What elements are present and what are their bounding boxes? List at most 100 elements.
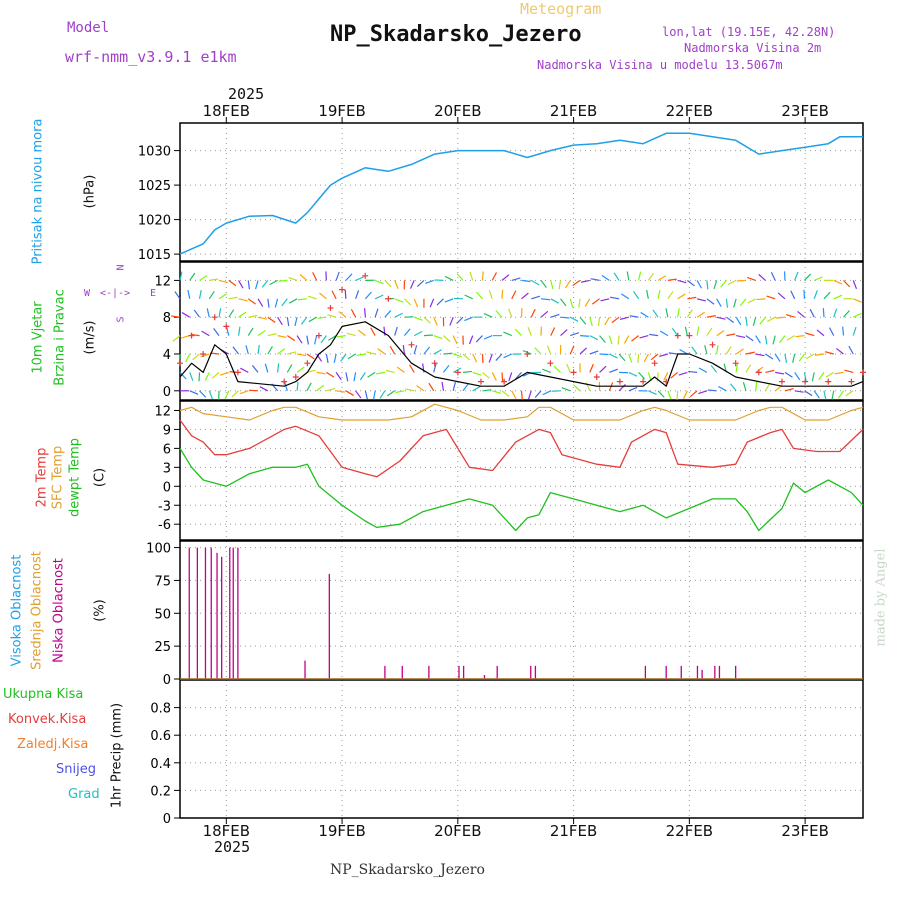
wind-barb bbox=[224, 390, 230, 400]
wind-barb bbox=[355, 290, 360, 299]
wind-barb bbox=[402, 344, 406, 355]
wind-barb bbox=[822, 308, 825, 318]
wind-barb bbox=[345, 273, 353, 281]
wind-barb bbox=[657, 289, 661, 299]
wind-barb bbox=[759, 316, 766, 325]
wind-barb bbox=[521, 292, 529, 300]
wind-barb bbox=[429, 298, 435, 308]
precip-ytick-label: 0 bbox=[163, 812, 171, 827]
wind-barb bbox=[646, 289, 649, 299]
wind-barb bbox=[206, 308, 210, 318]
wind-barb bbox=[247, 280, 250, 290]
wind-barb bbox=[671, 327, 679, 336]
wind-barb bbox=[267, 298, 270, 308]
wind-barb bbox=[325, 353, 329, 363]
wind-barb bbox=[189, 372, 194, 382]
wind-barb bbox=[626, 271, 630, 281]
wind-barb bbox=[464, 316, 473, 322]
wind-barb bbox=[677, 308, 680, 318]
wind-barb bbox=[633, 291, 640, 300]
wind-barb bbox=[483, 312, 493, 318]
wind-barb bbox=[294, 317, 298, 327]
gust-marker bbox=[640, 378, 647, 385]
wind-barb bbox=[804, 273, 812, 281]
wind-barb bbox=[491, 372, 497, 381]
wind-ytick-label: 12 bbox=[154, 274, 171, 289]
wind-barb bbox=[527, 326, 532, 336]
wind-barb bbox=[385, 369, 395, 373]
wind-barb bbox=[726, 316, 735, 323]
wind-barb bbox=[503, 331, 512, 337]
wind-barb bbox=[469, 271, 474, 281]
wind-barb bbox=[706, 315, 716, 318]
wind-barb bbox=[686, 309, 693, 318]
wind-barb bbox=[742, 381, 747, 391]
wind-barb bbox=[604, 316, 610, 326]
wind-barb bbox=[472, 385, 481, 392]
wind-barb bbox=[790, 290, 796, 300]
wind-barb bbox=[834, 371, 844, 375]
wind-barb bbox=[628, 353, 633, 363]
wind-barb bbox=[405, 388, 415, 392]
date-label-bottom: 21FEB bbox=[550, 822, 597, 840]
wind-barb bbox=[687, 279, 695, 287]
wind-barb bbox=[831, 390, 835, 400]
wind-barb bbox=[443, 352, 453, 355]
wind-barb bbox=[764, 335, 768, 345]
wind-barb bbox=[179, 271, 183, 281]
wind-barb bbox=[456, 273, 464, 281]
cloud-ytick-label: 75 bbox=[154, 574, 171, 589]
wind-barb bbox=[659, 353, 669, 358]
wind-barb bbox=[706, 298, 715, 305]
wind-barb bbox=[842, 326, 845, 336]
wind-barb bbox=[198, 289, 202, 299]
wind-barb bbox=[534, 347, 542, 355]
wind-barb bbox=[823, 390, 827, 400]
wind-barb bbox=[609, 353, 618, 359]
wind-barb bbox=[308, 316, 317, 323]
wind-barb bbox=[647, 272, 655, 281]
wind-barb bbox=[667, 278, 677, 281]
wind-barb bbox=[706, 280, 709, 290]
temperature-ytick-label: 3 bbox=[163, 461, 171, 476]
wind-barb bbox=[739, 298, 747, 307]
wind-barb bbox=[837, 390, 844, 399]
wind-barb bbox=[553, 365, 561, 373]
gust-marker bbox=[663, 378, 670, 385]
wind-barb bbox=[492, 390, 502, 394]
wind-barb bbox=[370, 327, 376, 336]
wind-barb bbox=[809, 308, 815, 318]
wind-barb bbox=[462, 353, 471, 361]
wind-barb bbox=[511, 277, 521, 281]
wind-barb bbox=[228, 309, 235, 318]
pressure-frame bbox=[179, 122, 864, 262]
temperature-ytick-label: -3 bbox=[158, 499, 171, 514]
wind-barb bbox=[716, 316, 726, 320]
wind-barb bbox=[620, 293, 630, 300]
wind-barb bbox=[335, 271, 340, 281]
compass-west: W bbox=[84, 288, 91, 299]
date-label-top: 20FEB bbox=[434, 102, 481, 120]
wind-barb bbox=[232, 346, 240, 355]
wind-barb bbox=[238, 311, 247, 318]
wind-barb bbox=[618, 353, 626, 362]
wind-barb bbox=[770, 271, 776, 281]
wind-barb bbox=[784, 353, 788, 363]
gust-marker bbox=[570, 369, 577, 376]
wind-barb bbox=[689, 390, 698, 398]
model-label: Model bbox=[67, 20, 110, 36]
wind-barb bbox=[199, 275, 208, 281]
cloud-ytick-label: 0 bbox=[163, 673, 171, 688]
gust-marker bbox=[593, 374, 600, 380]
wind-barb bbox=[852, 280, 858, 290]
wind-barb bbox=[394, 312, 404, 318]
wind-barb bbox=[403, 298, 412, 306]
wind-barb bbox=[501, 390, 510, 397]
wind-barb bbox=[578, 298, 581, 308]
pressure-ytick-label: 1030 bbox=[138, 145, 171, 160]
wind-barb bbox=[326, 387, 336, 392]
wind-barb bbox=[306, 382, 312, 392]
temp2m-line bbox=[179, 419, 864, 478]
precip-ytick-label: 0.6 bbox=[150, 729, 171, 744]
